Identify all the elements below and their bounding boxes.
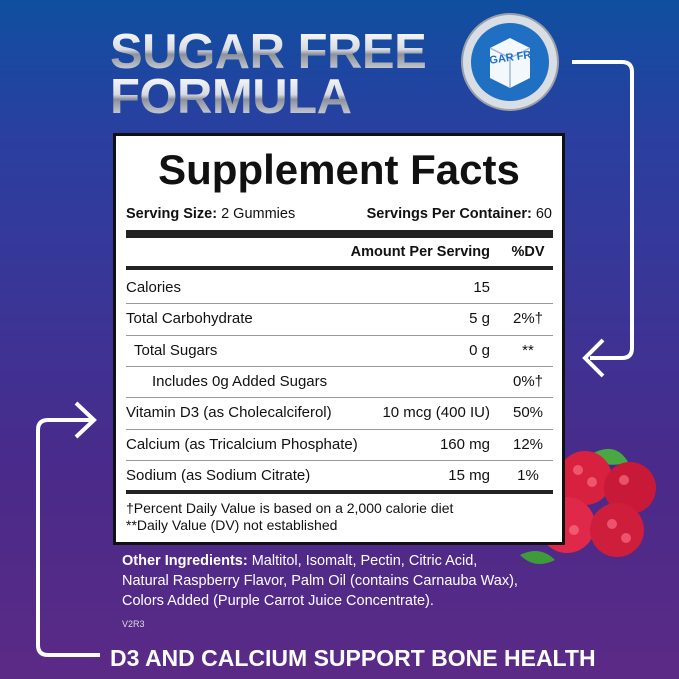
- bracket-arrow-left: [36, 418, 100, 657]
- headline: FORMULA: [110, 70, 352, 124]
- nutrient: Calcium (as Tricalcium Phosphate): [126, 435, 358, 453]
- ingredients: Colors Added (Purple Carrot Juice Concen…: [122, 593, 434, 609]
- ingredients: Other Ingredients: Maltitol, Isomalt, Pe…: [122, 551, 477, 571]
- text: Maltitol, Isomalt, Pectin, Citric Acid,: [251, 553, 478, 569]
- value: 2 Gummies: [221, 206, 296, 222]
- footer: D3 AND CALCIUM SUPPORT BONE HEALTH: [110, 645, 596, 671]
- arrow-head: [74, 401, 97, 439]
- amount: 10 mcg (400 IU): [382, 404, 490, 422]
- servings: Servings Per Container: 60: [367, 206, 552, 222]
- amount: 5 g: [469, 310, 490, 328]
- headline: SUGAR FREE: [110, 25, 427, 79]
- nutrient: Sodium (as Sodium Citrate): [126, 466, 311, 484]
- row-rule: [126, 334, 553, 336]
- daily-value: 0%†: [512, 372, 544, 390]
- footnote: †Percent Daily Value is based on a 2,000…: [126, 500, 454, 516]
- rule: [126, 230, 553, 238]
- column-header: Amount Per Serving: [350, 244, 490, 260]
- row-rule: [126, 397, 553, 399]
- row-rule: [126, 459, 553, 461]
- amount: 160 mg: [439, 435, 490, 453]
- nutrient: Vitamin D3 (as Cholecalciferol): [126, 404, 332, 422]
- facts-title: Supplement Facts: [158, 146, 520, 193]
- daily-value: 50%: [512, 404, 544, 422]
- rule: [126, 490, 553, 494]
- code: V2R3: [122, 619, 145, 629]
- daily-value: 1%: [517, 466, 539, 484]
- amount: 15: [473, 279, 490, 296]
- nutrient: Includes 0g Added Sugars: [152, 372, 328, 390]
- row-rule: [126, 365, 553, 367]
- facts-panel: Supplement Facts Serving Size: 2 Gummies…: [113, 133, 565, 545]
- nutrient: Total Sugars: [134, 341, 218, 359]
- ingredients: Natural Raspberry Flavor, Palm Oil (cont…: [122, 573, 518, 589]
- daily-value: 2%†: [512, 310, 544, 328]
- label: Servings Per Container:: [366, 206, 532, 222]
- amount: 15 mg: [448, 466, 490, 484]
- daily-value: 12%: [512, 435, 544, 453]
- serving-size: Serving Size: 2 Gummies: [126, 206, 295, 222]
- column-header: %DV: [511, 244, 545, 260]
- bracket-arrow-right: [572, 60, 634, 360]
- nutrient: Calories: [126, 279, 182, 296]
- row-rule: [126, 428, 553, 430]
- rule: [126, 266, 553, 270]
- row-rule: [126, 303, 553, 305]
- cube-edges: [489, 47, 531, 88]
- label: Serving Size:: [126, 206, 218, 222]
- amount: 0 g: [469, 341, 490, 359]
- footnote: **Daily Value (DV) not established: [126, 517, 338, 533]
- daily-value: **: [522, 341, 534, 359]
- label: Other Ingredients:: [122, 553, 248, 569]
- nutrient: Total Carbohydrate: [126, 310, 253, 328]
- value: 60: [535, 206, 552, 222]
- arrow-head: [582, 338, 605, 378]
